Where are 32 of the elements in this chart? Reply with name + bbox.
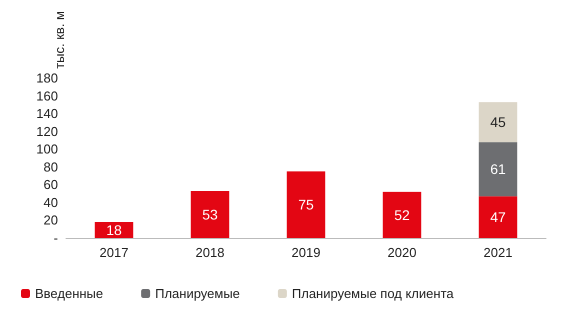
data-label: 53 (202, 206, 218, 222)
y-tick-label: 100 (36, 142, 58, 157)
data-label: 18 (106, 222, 122, 238)
y-tick-label: 180 (36, 70, 58, 86)
bar (382, 192, 422, 238)
bar (190, 190, 230, 238)
x-tick-label: 2020 (388, 245, 416, 260)
data-label: 61 (490, 161, 506, 178)
y-tick-label: 40 (44, 194, 58, 210)
bar (286, 171, 326, 238)
y-tick-label: 60 (44, 177, 58, 192)
y-tick-label: 80 (44, 159, 58, 174)
legend-label: Планируемые (155, 286, 240, 301)
x-tick-label: 2019 (292, 245, 320, 260)
bar (478, 196, 518, 238)
y-tick-label: 160 (36, 88, 58, 104)
y-tick-label: 20 (44, 212, 58, 228)
data-label: 47 (490, 209, 506, 226)
y-axis-title: тыс. кв. м (52, 10, 67, 69)
bar (478, 142, 518, 196)
data-label: 75 (298, 196, 314, 213)
x-tick-label: 2018 (196, 245, 224, 260)
x-tick-label: 2017 (100, 245, 128, 260)
data-label: 45 (490, 114, 506, 130)
bar (478, 102, 518, 142)
y-tick-label: 120 (36, 124, 58, 139)
data-label: 52 (394, 206, 410, 223)
y-tick-label: 140 (36, 106, 58, 122)
y-tick-label: - (54, 230, 58, 246)
legend-label: Введенные (35, 286, 104, 301)
legend-label: Планируемые под клиента (292, 286, 454, 301)
x-tick-label: 2021 (484, 245, 512, 260)
